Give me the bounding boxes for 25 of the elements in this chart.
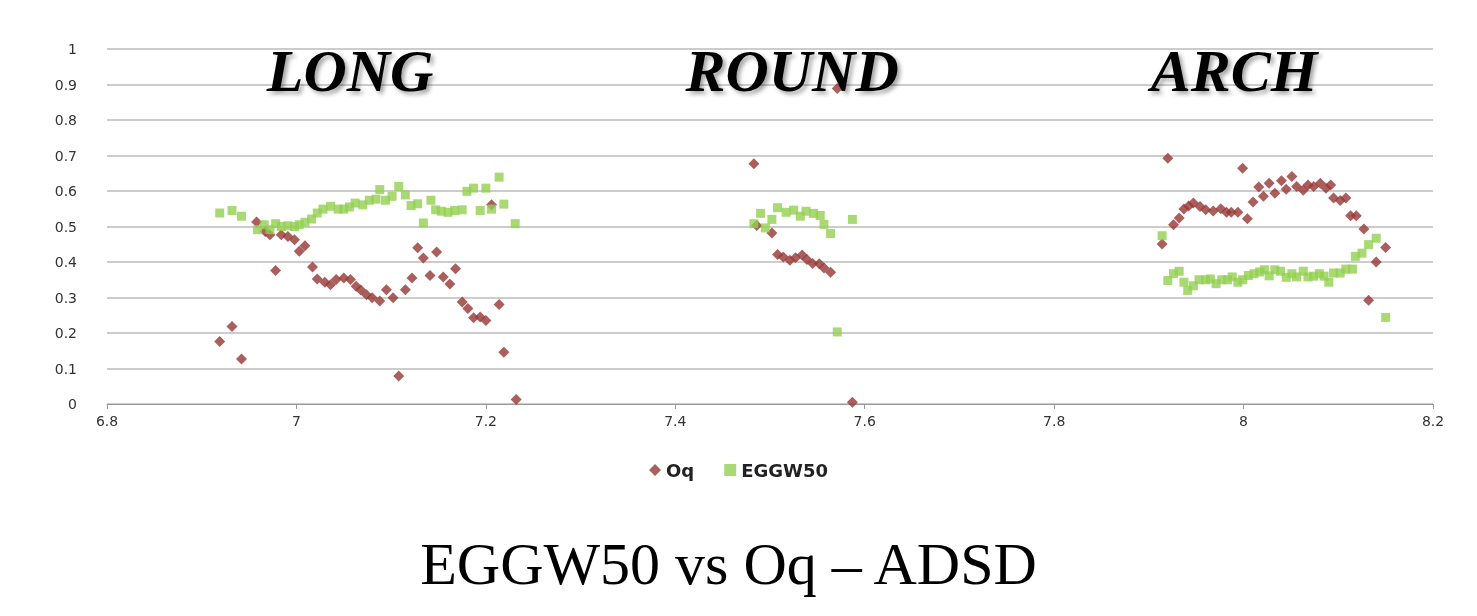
- x-tick-label: 7: [291, 413, 301, 429]
- legend-label: Oq: [666, 459, 695, 481]
- y-tick-label: 0.9: [54, 76, 77, 93]
- y-tick-label: 0.1: [54, 360, 77, 377]
- y-tick-label: 0.3: [54, 289, 77, 306]
- y-tick-label: 0.4: [54, 254, 78, 270]
- y-tick-label: 0.7: [54, 147, 77, 164]
- x-tick-label: 8: [1239, 413, 1249, 429]
- x-tick-label: 6.8: [95, 413, 119, 429]
- annotation: ARCH: [1146, 38, 1320, 104]
- x-tick-label: 7.4: [664, 413, 687, 429]
- y-tick-label: 0.5: [54, 218, 77, 235]
- y-tick-label: 0.8: [54, 112, 77, 128]
- y-tick-label: 0: [68, 396, 77, 412]
- x-tick-label: 7.8: [1043, 413, 1066, 429]
- annotation: LONG: [265, 38, 434, 104]
- legend-label: EGGW50: [741, 459, 828, 481]
- x-tick-label: 7.2: [474, 413, 497, 429]
- y-tick-label: 1: [68, 41, 77, 57]
- y-tick-label: 0.6: [54, 183, 78, 199]
- y-tick-label: 0.2: [54, 325, 77, 341]
- x-tick-label: 8.2: [1421, 413, 1445, 429]
- text: EGGW50 vs Oq – ADSD: [420, 531, 1037, 597]
- annotation: ROUND: [684, 38, 899, 104]
- x-tick-label: 7.6: [853, 413, 876, 429]
